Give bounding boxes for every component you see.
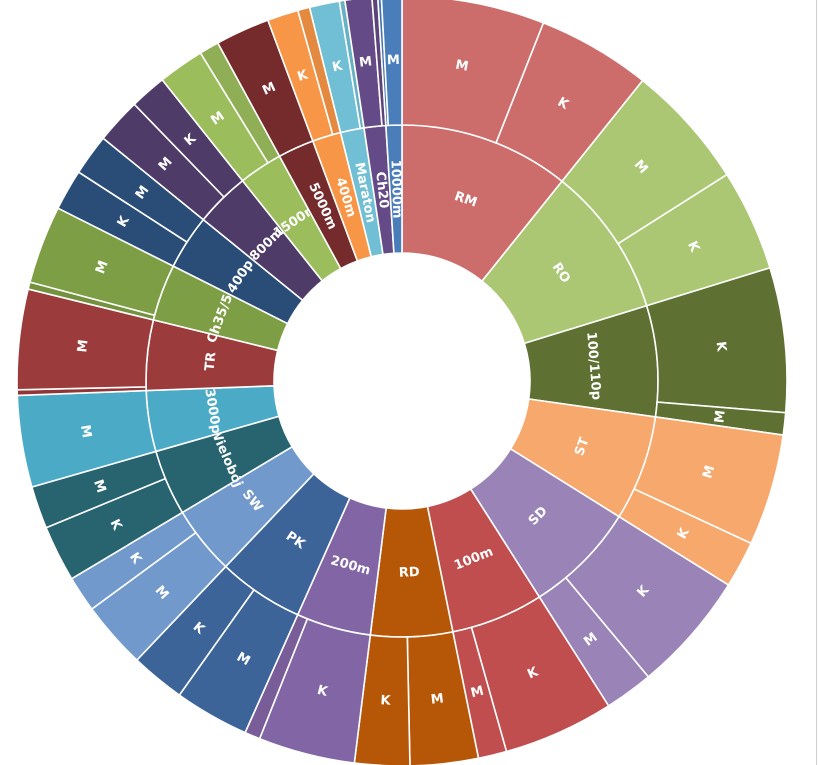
inner-label-rd: RD <box>399 565 421 581</box>
outer-label-ch20-m: M <box>358 54 373 70</box>
outer-label-100-110p-m: M <box>712 409 728 424</box>
outer-label-3000p-m: M <box>77 424 94 439</box>
inner-label-ch20: Ch20 <box>372 171 391 209</box>
outer-label-200m-k: K <box>315 683 329 700</box>
outer-segment-10000m-m-1 <box>380 0 403 127</box>
outer-label-5000m-m: M <box>260 80 278 99</box>
outer-label-tr-m: M <box>75 339 91 353</box>
outer-label-rm-m: M <box>454 58 470 75</box>
inner-label-3000p: 3000p <box>201 388 223 435</box>
outer-label-100m-m: M <box>469 684 485 702</box>
inner-label-10000m: 10000m <box>388 159 405 218</box>
outer-label-rd-m: M <box>430 691 445 707</box>
outer-label-10000m-m: M <box>387 53 400 68</box>
inner-label-tr: TR <box>203 351 220 371</box>
inner-label-100-110p: 100/110p <box>583 331 603 400</box>
outer-label-st-m: M <box>700 464 718 481</box>
inner-label-rm: RM <box>452 189 479 211</box>
outer-label-pk-m: M <box>234 650 253 669</box>
outer-label-100-110p-k: K <box>713 341 729 354</box>
frame-edge <box>816 0 817 765</box>
outer-label-rd-k: K <box>380 693 392 709</box>
outer-label-maraton-k: K <box>331 59 345 76</box>
outer-label-ch35-50-m: M <box>93 259 112 276</box>
outer-label-wielob-j-m: M <box>90 478 108 495</box>
inner-label-st: ST <box>572 436 592 458</box>
